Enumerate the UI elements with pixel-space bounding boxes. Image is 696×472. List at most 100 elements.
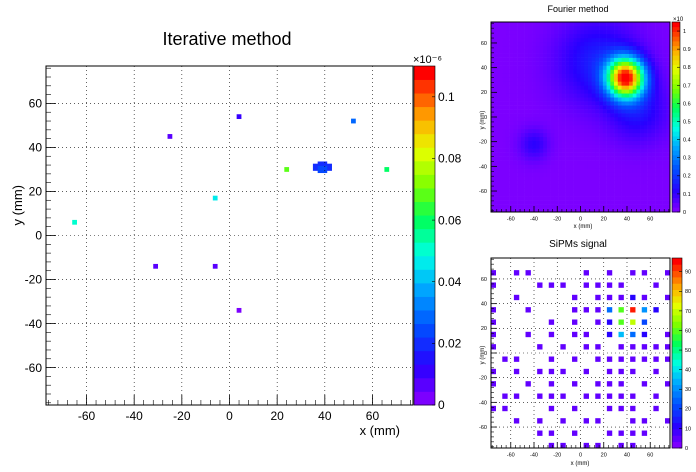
- fourier-cell: [658, 109, 663, 114]
- fourier-colorbar-label: 0.1: [683, 192, 691, 198]
- fourier-cell: [636, 160, 641, 165]
- fourier-cell: [576, 73, 581, 78]
- fourier-cell: [569, 49, 574, 54]
- fourier-cell: [569, 164, 574, 169]
- fourier-cell: [494, 113, 499, 118]
- fourier-cell: [520, 204, 525, 209]
- fourier-cell: [558, 156, 563, 161]
- fourier-cell: [535, 128, 540, 134]
- iterative-xlabel: x (mm): [360, 423, 400, 438]
- fourier-cell: [591, 144, 596, 149]
- fourier-cell: [606, 61, 611, 66]
- fourier-cell: [632, 93, 637, 98]
- fourier-cell: [554, 73, 559, 78]
- fourier-cell: [576, 117, 581, 122]
- fourier-cell: [614, 160, 619, 165]
- fourier-cell: [498, 184, 503, 189]
- fourier-cell: [535, 132, 540, 138]
- fourier-cell: [509, 97, 514, 102]
- fourier-cell: [602, 156, 607, 161]
- fourier-cell: [617, 53, 622, 58]
- fourier-cell: [554, 180, 559, 185]
- fourier-cell: [580, 144, 585, 149]
- fourier-cell: [502, 73, 507, 78]
- fourier-cell: [535, 101, 540, 106]
- fourier-cell: [498, 101, 503, 106]
- fourier-cell: [573, 124, 578, 130]
- fourier-cell: [628, 85, 634, 90]
- fourier-cell: [602, 109, 607, 114]
- fourier-cell: [576, 65, 581, 70]
- fourier-cell: [595, 53, 600, 58]
- fourier-cell: [584, 196, 589, 201]
- fourier-cell: [569, 196, 574, 201]
- fourier-cell: [546, 196, 551, 201]
- fourier-cell: [655, 89, 660, 94]
- fourier-cell: [535, 89, 540, 94]
- fourier-cell: [584, 65, 589, 70]
- fourier-cell: [558, 176, 563, 181]
- fourier-cell: [610, 57, 615, 62]
- fourier-cell: [591, 164, 596, 169]
- fourier-cell: [666, 172, 671, 177]
- fourier-cell: [610, 132, 615, 138]
- fourier-cell: [636, 172, 641, 177]
- fourier-cell: [610, 113, 615, 118]
- fourier-cell: [543, 25, 548, 31]
- sipm-cell: [583, 393, 589, 399]
- fourier-cell: [647, 128, 652, 134]
- fourier-cell: [569, 61, 574, 66]
- iterative-colorbar-band: [414, 323, 435, 338]
- sipm-cell: [490, 405, 496, 412]
- iterative-colorbar-band: [414, 120, 435, 135]
- fourier-cell: [636, 176, 641, 181]
- fourier-cell: [565, 33, 570, 39]
- fourier-cell: [587, 164, 592, 169]
- fourier-cell: [643, 164, 648, 169]
- fourier-cell: [584, 200, 589, 205]
- fourier-cell: [494, 25, 499, 31]
- fourier-cell: [647, 204, 652, 209]
- fourier-cell: [491, 93, 496, 98]
- fourier-cell: [636, 73, 641, 78]
- fourier-cell: [539, 160, 544, 165]
- iterative-spot: [317, 165, 328, 174]
- fourier-cell: [580, 172, 585, 177]
- fourier-cell: [606, 105, 611, 110]
- fourier-colorbar-band: [672, 112, 680, 118]
- fourier-cell: [658, 22, 663, 27]
- fourier-cell: [662, 22, 667, 27]
- fourier-cell: [509, 73, 514, 78]
- fourier-cell: [580, 196, 585, 201]
- fourier-cell: [655, 25, 660, 31]
- fourier-cell: [587, 109, 592, 114]
- fourier-cell: [666, 196, 671, 201]
- iterative-colorbar-label: 0.1: [438, 90, 455, 104]
- fourier-cell: [580, 180, 585, 185]
- fourier-cell: [535, 188, 540, 193]
- fourier-cell: [662, 188, 667, 193]
- fourier-cell: [561, 101, 566, 106]
- fourier-cell: [655, 168, 660, 173]
- fourier-cell: [580, 97, 585, 102]
- fourier-cell: [647, 65, 652, 70]
- fourier-cell: [636, 168, 641, 173]
- sipm-cell: [630, 294, 636, 301]
- fourier-cell: [513, 45, 518, 51]
- fourier-cell: [617, 25, 622, 31]
- fourier-cell: [610, 105, 615, 110]
- fourier-cell: [543, 192, 548, 197]
- fourier-cell: [651, 29, 656, 35]
- fourier-cell: [640, 132, 645, 138]
- fourier-cell: [606, 136, 611, 142]
- fourier-cell: [576, 148, 581, 153]
- fourier-cell: [565, 132, 570, 138]
- fourier-cell: [614, 22, 619, 27]
- fourier-cell: [584, 49, 589, 54]
- fourier-cell: [621, 57, 626, 62]
- fourier-cell: [513, 57, 518, 62]
- fourier-cell: [520, 22, 525, 27]
- fourier-cell: [617, 49, 622, 54]
- fourier-cell: [643, 132, 648, 138]
- fourier-cell: [666, 144, 671, 149]
